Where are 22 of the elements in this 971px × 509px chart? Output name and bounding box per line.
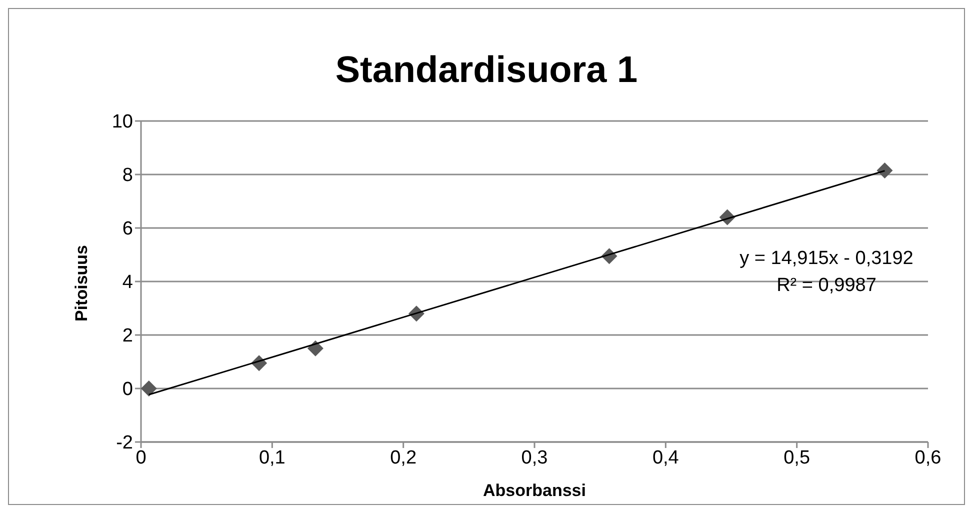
x-tick-label: 0,5 <box>784 447 810 468</box>
annotation: R² = 0,9987 <box>776 274 878 298</box>
y-tick-label: 8 <box>122 165 133 186</box>
x-tick-label: 0,6 <box>914 447 942 468</box>
annotation: y = 14,915x - 0,3192 <box>738 247 914 271</box>
point <box>141 380 157 396</box>
y-tick-label: 2 <box>122 326 133 347</box>
x-tick-label: 0 <box>136 447 146 468</box>
x-tick-label: 0,3 <box>521 447 548 468</box>
x-tick-label: 0,2 <box>390 447 417 468</box>
x-tick-label: 0,1 <box>258 447 286 468</box>
y-tick-label: 0 <box>122 379 133 400</box>
x-axis-title: Absorbanssi <box>483 481 586 500</box>
y-tick-label: 10 <box>112 112 133 133</box>
chart-title: Standardisuora 1 <box>334 49 639 91</box>
y-tick-label: 6 <box>122 218 133 240</box>
point <box>307 340 324 356</box>
x-tick-label: 0,4 <box>652 447 680 468</box>
y-axis-title: Pitoisuus <box>72 244 92 322</box>
y-tick-label: -2 <box>116 432 133 454</box>
y-tick-label: 4 <box>122 272 134 294</box>
point <box>876 162 893 178</box>
